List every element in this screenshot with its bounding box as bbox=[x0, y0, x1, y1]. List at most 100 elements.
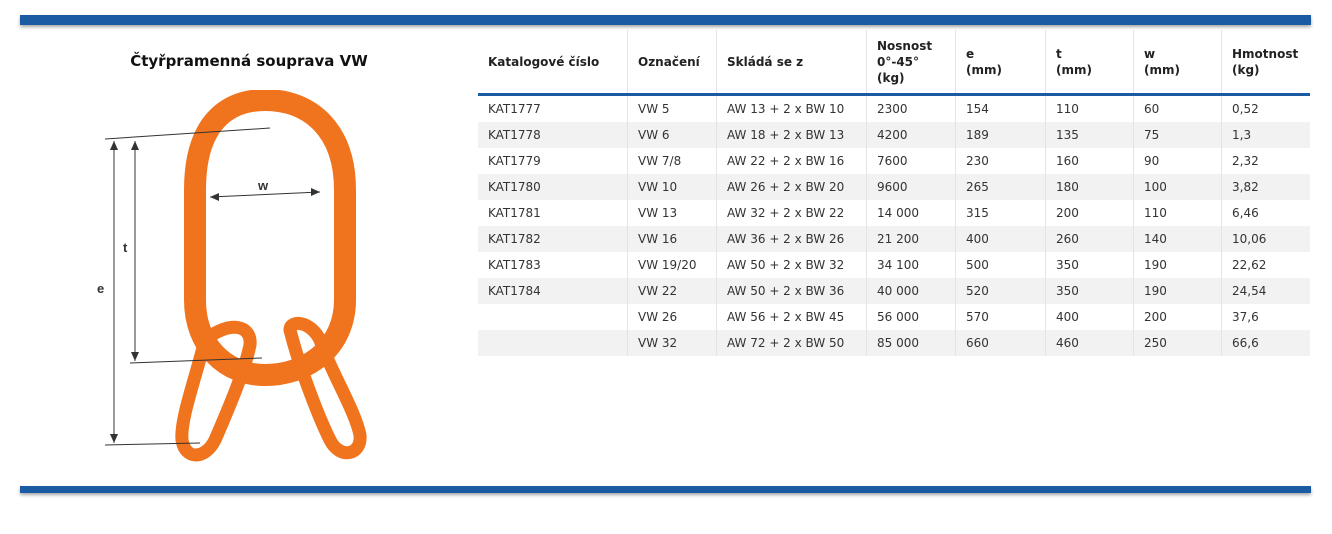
table-cell: AW 50 + 2 x BW 32 bbox=[716, 252, 867, 278]
column-header-line: e bbox=[966, 46, 975, 61]
table-cell: 56 000 bbox=[866, 304, 956, 330]
table-cell: 24,54 bbox=[1221, 278, 1310, 304]
table-cell: VW 7/8 bbox=[627, 148, 717, 174]
table-cell: 0,52 bbox=[1232, 102, 1259, 116]
table-cell: 400 bbox=[1045, 304, 1134, 330]
column-header-line: (mm) bbox=[1056, 62, 1092, 77]
left-sub-link bbox=[175, 320, 257, 462]
table-row: KAT1781 VW 13 AW 32 + 2 x BW 22 14 000 315 20… bbox=[478, 200, 1310, 226]
table-cell: VW 22 bbox=[627, 278, 717, 304]
table-cell: VW 6 bbox=[627, 122, 717, 148]
table-cell: 660 bbox=[955, 330, 1046, 356]
table-cell: 154 bbox=[955, 94, 1046, 122]
table-cell: 250 bbox=[1133, 330, 1222, 356]
dimension-label-t: t bbox=[123, 240, 128, 255]
column-header-line: w bbox=[1144, 46, 1156, 61]
table-cell: 66,6 bbox=[1221, 330, 1310, 356]
table-row: VW 26 AW 56 + 2 x BW 45 56 000 570 400 200 37,… bbox=[478, 304, 1310, 330]
table-cell: 190 bbox=[1133, 278, 1222, 304]
table-cell: 140 bbox=[1133, 226, 1222, 252]
table-cell: AW 22 + 2 x BW 16 bbox=[716, 148, 867, 174]
table-cell: 9600 bbox=[866, 174, 956, 200]
table-cell: 40 000 bbox=[866, 278, 956, 304]
table-cell: KAT1778 bbox=[478, 122, 628, 148]
column-header-line: t bbox=[1056, 46, 1062, 61]
table-cell: 315 bbox=[955, 200, 1046, 226]
table-cell: VW 26 bbox=[627, 304, 717, 330]
table-row: KAT1780 VW 10 AW 26 + 2 x BW 20 9600 265 180 1… bbox=[478, 174, 1310, 200]
table-cell: AW 18 + 2 x BW 13 bbox=[716, 122, 867, 148]
table-cell: 75 bbox=[1133, 122, 1222, 148]
table-cell: KAT1782 bbox=[478, 226, 628, 252]
table-cell: 230 bbox=[955, 148, 1046, 174]
table-cell: AW 32 + 2 x BW 22 bbox=[716, 200, 867, 226]
table-cell: 34 100 bbox=[866, 252, 956, 278]
table-cell: AW 13 + 2 x BW 10 bbox=[716, 94, 867, 122]
dimension-label-w: w bbox=[257, 178, 269, 193]
column-header-line: Označení bbox=[638, 54, 700, 69]
table-cell: 2300 bbox=[866, 94, 956, 122]
table-cell: AW 56 + 2 x BW 45 bbox=[716, 304, 867, 330]
right-sub-link bbox=[283, 317, 367, 460]
column-header: e (mm) bbox=[955, 30, 1046, 96]
table-row: KAT1784 VW 22 AW 50 + 2 x BW 36 40 000 520 35… bbox=[478, 278, 1310, 304]
master-link-illustration: e t w bbox=[97, 90, 367, 462]
table-cell: 7600 bbox=[866, 148, 956, 174]
master-link bbox=[184, 90, 356, 387]
table-cell bbox=[478, 330, 628, 356]
table-cell: 350 bbox=[1045, 252, 1134, 278]
table-cell: 200 bbox=[1045, 200, 1134, 226]
table-cell: 135 bbox=[1045, 122, 1134, 148]
column-header: w (mm) bbox=[1133, 30, 1222, 96]
top-divider-bar bbox=[20, 15, 1311, 25]
table-row: KAT1777 VW 5 AW 13 + 2 x BW 10 2300 154 110 60… bbox=[478, 94, 1310, 122]
table-cell: KAT1781 bbox=[478, 200, 628, 226]
table-cell: 460 bbox=[1045, 330, 1134, 356]
table-cell: 160 bbox=[1045, 148, 1134, 174]
table-cell: 260 bbox=[1045, 226, 1134, 252]
column-header-line: (mm) bbox=[966, 62, 1002, 77]
table-cell: 4200 bbox=[866, 122, 956, 148]
column-header-line: 0°-45° bbox=[877, 54, 920, 69]
table-cell bbox=[478, 304, 628, 330]
column-header-line: Katalogové číslo bbox=[488, 54, 600, 69]
table-cell: 200 bbox=[1133, 304, 1222, 330]
table-cell: 400 bbox=[955, 226, 1046, 252]
table-row: KAT1782 VW 16 AW 36 + 2 x BW 26 21 200 400 26… bbox=[478, 226, 1310, 252]
table-cell: 6,46 bbox=[1232, 206, 1259, 220]
table-cell: 1,3 bbox=[1221, 122, 1310, 148]
table-cell: 110 bbox=[1045, 94, 1134, 122]
column-header: t (mm) bbox=[1045, 30, 1134, 96]
column-header-line: (mm) bbox=[1144, 62, 1180, 77]
column-header-line: (kg) bbox=[1232, 62, 1260, 77]
table-cell: 190 bbox=[1133, 252, 1222, 278]
column-header: Nosnost 0°-45° (kg) bbox=[866, 30, 956, 96]
table-cell: 520 bbox=[955, 278, 1046, 304]
table-cell: 3,82 bbox=[1221, 174, 1310, 200]
table-cell: VW 16 bbox=[627, 226, 717, 252]
table-cell: 100 bbox=[1133, 174, 1222, 200]
table-row: VW 32 AW 72 + 2 x BW 50 85 000 660 460 250 66,… bbox=[478, 330, 1310, 356]
column-header-line: (kg) bbox=[877, 70, 905, 85]
table-row: KAT1779 VW 7/8 AW 22 + 2 x BW 16 7600 230 160… bbox=[478, 148, 1310, 174]
table-cell: 14 000 bbox=[866, 200, 956, 226]
column-header-line: Hmotnost bbox=[1232, 46, 1299, 61]
column-header-line: Skládá se z bbox=[727, 54, 804, 69]
table-cell: 60 bbox=[1133, 94, 1222, 122]
table-cell: KAT1779 bbox=[478, 148, 628, 174]
table-cell: 265 bbox=[955, 174, 1046, 200]
column-header: Označení bbox=[627, 30, 717, 96]
column-header: Katalogové číslo bbox=[478, 30, 628, 96]
specification-table: Katalogové číslo Označení Skládá se z Nosno… bbox=[478, 30, 1310, 356]
table-cell: 350 bbox=[1045, 278, 1134, 304]
table-cell: VW 32 bbox=[627, 330, 717, 356]
table-cell: 37,6 bbox=[1232, 310, 1259, 324]
table-cell: 21 200 bbox=[866, 226, 956, 252]
table-cell: VW 13 bbox=[627, 200, 717, 226]
table-cell: KAT1780 bbox=[478, 174, 628, 200]
dimension-label-e: e bbox=[97, 281, 104, 296]
table-cell: 85 000 bbox=[866, 330, 956, 356]
table-cell: 2,32 bbox=[1232, 154, 1259, 168]
product-title: Čtyřpramenná souprava VW bbox=[130, 52, 368, 70]
table-cell: 570 bbox=[955, 304, 1046, 330]
